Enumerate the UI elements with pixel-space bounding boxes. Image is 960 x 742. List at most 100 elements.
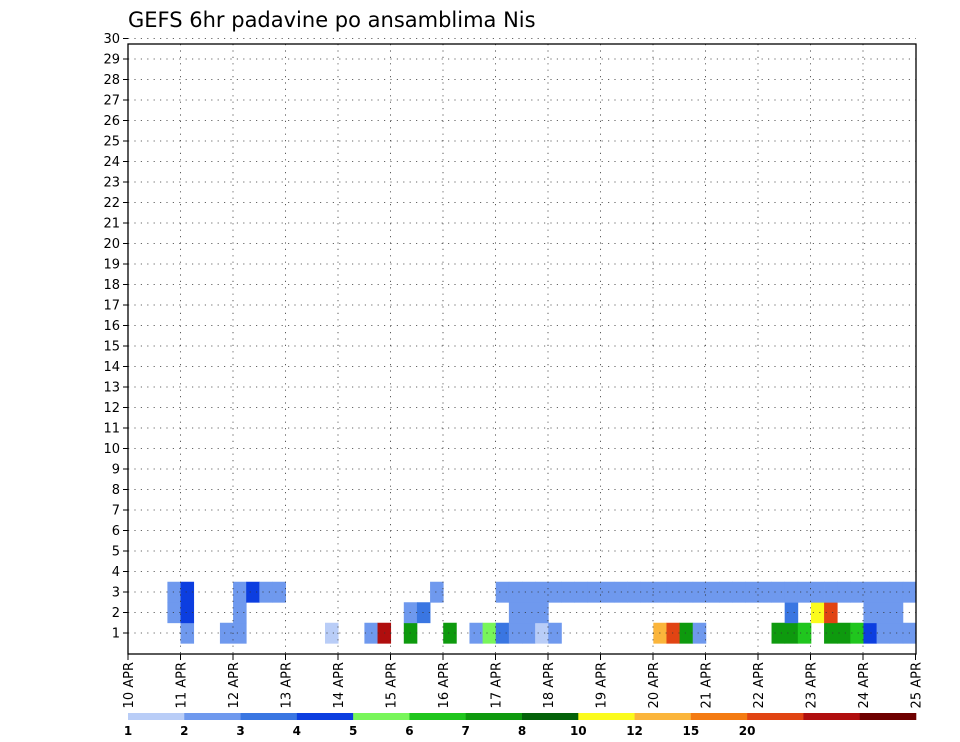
heatmap-cell bbox=[679, 581, 694, 603]
y-tick-label: 13 bbox=[103, 381, 120, 396]
heatmap-cell bbox=[259, 581, 273, 603]
colorbar-swatch bbox=[859, 713, 917, 720]
heatmap-cell bbox=[522, 622, 536, 644]
colorbar-swatch bbox=[184, 713, 241, 720]
y-tick-label: 7 bbox=[112, 504, 120, 519]
x-tick-label: 23 APR bbox=[805, 662, 820, 708]
y-tick-label: 10 bbox=[103, 442, 120, 457]
heatmap-cell bbox=[732, 581, 746, 603]
heatmap-cell bbox=[548, 581, 562, 603]
heatmap-cell bbox=[522, 581, 536, 603]
heatmap-cell bbox=[824, 622, 838, 644]
heatmap-cell bbox=[837, 581, 851, 603]
grid-lines bbox=[128, 38, 916, 654]
colorbar-swatch bbox=[128, 713, 185, 720]
heatmap-cell bbox=[666, 581, 680, 603]
y-tick-label: 4 bbox=[112, 565, 120, 580]
y-tick-label: 12 bbox=[103, 401, 120, 416]
x-tick-label: 17 APR bbox=[490, 662, 505, 708]
heatmap-cell bbox=[850, 622, 864, 644]
heatmap-cell bbox=[430, 581, 444, 603]
colorbar-swatch bbox=[690, 713, 748, 720]
heatmap-cell bbox=[810, 581, 825, 603]
heatmap-cell bbox=[508, 602, 523, 624]
heatmap-cell bbox=[443, 622, 457, 644]
heatmap-cell bbox=[233, 622, 247, 644]
y-tick-label: 30 bbox=[103, 32, 120, 47]
heatmap-cell bbox=[246, 581, 260, 603]
x-axis: 10 APR 11 APR 12 APR 13 APR 14 APR 15 APR 16 A… bbox=[122, 654, 925, 708]
y-tick-label: 29 bbox=[103, 53, 120, 68]
x-tick-label: 12 APR bbox=[227, 662, 242, 708]
x-tick-label: 24 APR bbox=[857, 662, 872, 708]
x-tick-label: 19 APR bbox=[595, 662, 610, 708]
y-tick-label: 5 bbox=[112, 545, 120, 560]
heatmap-cell bbox=[692, 581, 707, 603]
heatmap-cell bbox=[758, 581, 772, 603]
x-tick-label: 20 APR bbox=[647, 662, 662, 708]
colorbar-swatch bbox=[465, 713, 523, 720]
heatmap-cell bbox=[272, 581, 286, 603]
chart-title: GEFS 6hr padavine po ansamblima Nis bbox=[128, 8, 536, 32]
y-tick-label: 3 bbox=[112, 586, 120, 601]
y-tick-label: 14 bbox=[103, 360, 120, 375]
heatmap-cell bbox=[797, 622, 812, 644]
heatmap-cell bbox=[863, 602, 877, 624]
y-tick-label: 2 bbox=[112, 606, 120, 621]
heatmap-cell bbox=[233, 581, 247, 603]
heatmap-cell bbox=[482, 622, 497, 644]
heatmap-cell bbox=[600, 581, 615, 603]
heatmap-cell bbox=[574, 581, 589, 603]
colorbar-label: 4 bbox=[293, 724, 301, 738]
heatmap-cell bbox=[325, 622, 339, 644]
colorbar-label: 3 bbox=[236, 724, 244, 738]
x-tick-label: 11 APR bbox=[175, 662, 190, 708]
heatmap-cell bbox=[167, 602, 181, 624]
heatmap-cell bbox=[863, 622, 877, 644]
colorbar: 1 2 3 4 5 6 7 8 10 12 15 20 bbox=[124, 713, 917, 738]
colorbar-label: 12 bbox=[626, 724, 643, 738]
colorbar-swatch bbox=[409, 713, 467, 720]
y-tick-label: 17 bbox=[103, 299, 120, 314]
heatmap-cell bbox=[233, 602, 247, 624]
y-tick-label: 24 bbox=[103, 155, 120, 170]
y-tick-label: 19 bbox=[103, 258, 120, 273]
heatmap-cell bbox=[180, 581, 195, 603]
colorbar-swatch bbox=[522, 713, 579, 720]
heatmap-cell bbox=[548, 622, 562, 644]
y-axis: 1234567891011121314151617181920212223242… bbox=[103, 32, 128, 642]
heatmap-cell bbox=[587, 581, 602, 603]
colorbar-swatch bbox=[634, 713, 692, 720]
heatmap-cell bbox=[180, 622, 195, 644]
y-tick-label: 11 bbox=[103, 422, 120, 437]
heatmap-cell bbox=[745, 581, 759, 603]
heatmap-cell bbox=[784, 602, 799, 624]
colorbar-swatch bbox=[803, 713, 861, 720]
y-tick-label: 9 bbox=[112, 463, 120, 478]
heatmap-cell bbox=[219, 622, 234, 644]
heatmap-cell bbox=[495, 622, 510, 644]
colorbar-label: 8 bbox=[518, 724, 526, 738]
x-tick-label: 21 APR bbox=[700, 662, 715, 708]
heatmap-cell bbox=[416, 602, 431, 624]
colorbar-label: 5 bbox=[349, 724, 357, 738]
heatmap-cell bbox=[771, 622, 786, 644]
heatmap-cell bbox=[508, 622, 523, 644]
heatmap-cell bbox=[469, 622, 483, 644]
y-tick-label: 27 bbox=[103, 94, 120, 109]
x-tick-label: 14 APR bbox=[332, 662, 347, 708]
heatmap-cell bbox=[824, 602, 838, 624]
colorbar-swatch bbox=[296, 713, 354, 720]
heatmap-cell bbox=[705, 581, 720, 603]
colorbar-label: 1 bbox=[124, 724, 132, 738]
colorbar-swatch bbox=[240, 713, 298, 720]
colorbar-label: 7 bbox=[462, 724, 470, 738]
heatmap-cell bbox=[535, 602, 549, 624]
heatmap-cell bbox=[364, 622, 378, 644]
heatmap-cell bbox=[784, 581, 799, 603]
y-tick-label: 26 bbox=[103, 114, 120, 129]
heatmap-cell bbox=[535, 622, 549, 644]
heatmap-cell bbox=[495, 581, 510, 603]
heatmap-cell bbox=[810, 602, 825, 624]
